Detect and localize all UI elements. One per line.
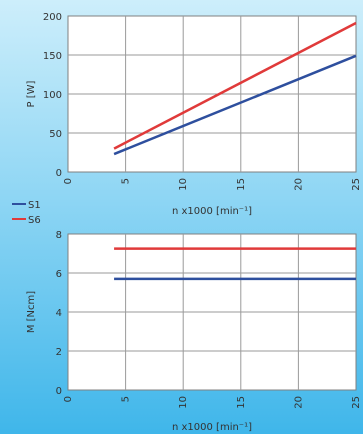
- x-tick-label: 20: [293, 178, 304, 191]
- x-tick-label: 10: [178, 178, 189, 191]
- x-tick-label: 10: [178, 396, 189, 409]
- y-tick-label: 8: [56, 230, 62, 241]
- y-axis-title: P [W]: [26, 80, 37, 107]
- y-tick-label: 4: [56, 308, 62, 319]
- y-tick-label: 200: [43, 12, 62, 23]
- torque-chart: 0 5 10 15 20 25 0 2 4 6 8 M [Ncm] n x1000 [min⁻¹]: [26, 230, 362, 433]
- x-tick-label: 5: [121, 178, 132, 184]
- series-line-s1: [113, 54, 357, 156]
- y-tick-label: 0: [56, 386, 62, 397]
- y-tick-label: 6: [56, 269, 62, 280]
- x-tick-label: 20: [293, 396, 304, 409]
- x-tick-label: 0: [63, 178, 74, 184]
- x-tick-label: 25: [351, 178, 362, 191]
- x-tick-label: 15: [236, 178, 247, 191]
- y-tick-label: 2: [56, 347, 62, 358]
- legend-label-s1: S1: [28, 200, 41, 211]
- x-axis-title: n x1000 [min⁻¹]: [172, 422, 252, 433]
- y-tick-label: 100: [43, 90, 62, 101]
- x-tick-label: 15: [236, 396, 247, 409]
- legend-label-s6: S6: [28, 215, 41, 226]
- y-tick-label: 50: [49, 129, 62, 140]
- legend: S1 S6: [12, 200, 41, 226]
- x-tick-label: 5: [121, 396, 132, 402]
- power-chart: 0 5 10 15 20 25 0 50 100 150 200 P [W] n x1000 [min⁻…: [26, 12, 362, 217]
- y-tick-label: 150: [43, 51, 62, 62]
- series-line-s6: [113, 21, 357, 150]
- x-axis-title: n x1000 [min⁻¹]: [172, 206, 252, 217]
- x-tick-label: 0: [63, 396, 74, 402]
- x-tick-label: 25: [351, 396, 362, 409]
- y-axis-title: M [Ncm]: [26, 291, 37, 333]
- y-tick-label: 0: [56, 168, 62, 179]
